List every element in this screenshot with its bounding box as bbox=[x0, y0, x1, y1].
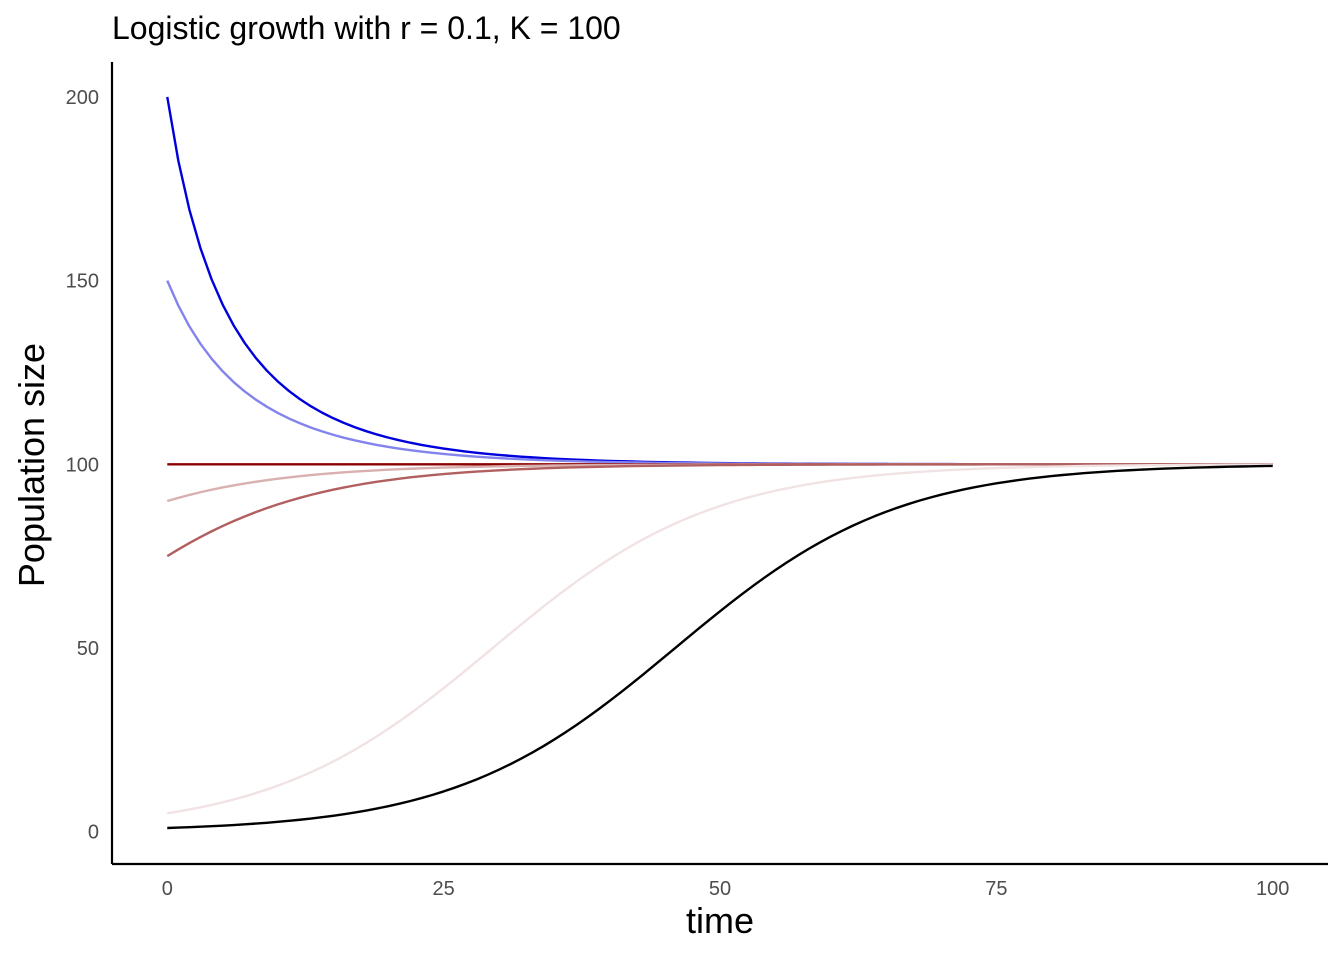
x-tick-label: 100 bbox=[1256, 878, 1289, 900]
y-tick-label: 100 bbox=[66, 454, 99, 476]
y-tick-label: 200 bbox=[66, 87, 99, 109]
series-line-n0-5 bbox=[167, 463, 1273, 815]
y-tick-label: 150 bbox=[66, 271, 99, 293]
x-tick-label: 75 bbox=[985, 878, 1007, 900]
series-line-n0-150 bbox=[166, 280, 1273, 466]
series-line-n0-90 bbox=[166, 463, 1273, 503]
series-line-n0-200 bbox=[166, 96, 1273, 466]
chart-title: Logistic growth with r = 0.1, K = 100 bbox=[112, 10, 621, 46]
y-tick-label: 50 bbox=[77, 638, 99, 660]
series-line-n0-1 bbox=[167, 464, 1273, 830]
x-tick-label: 50 bbox=[709, 878, 731, 900]
series-line-n0-75 bbox=[166, 463, 1273, 558]
x-axis-title: time bbox=[685, 900, 755, 941]
x-tick-label: 25 bbox=[433, 878, 455, 900]
x-tick-label: 0 bbox=[162, 878, 173, 900]
y-tick-label: 0 bbox=[88, 822, 99, 844]
